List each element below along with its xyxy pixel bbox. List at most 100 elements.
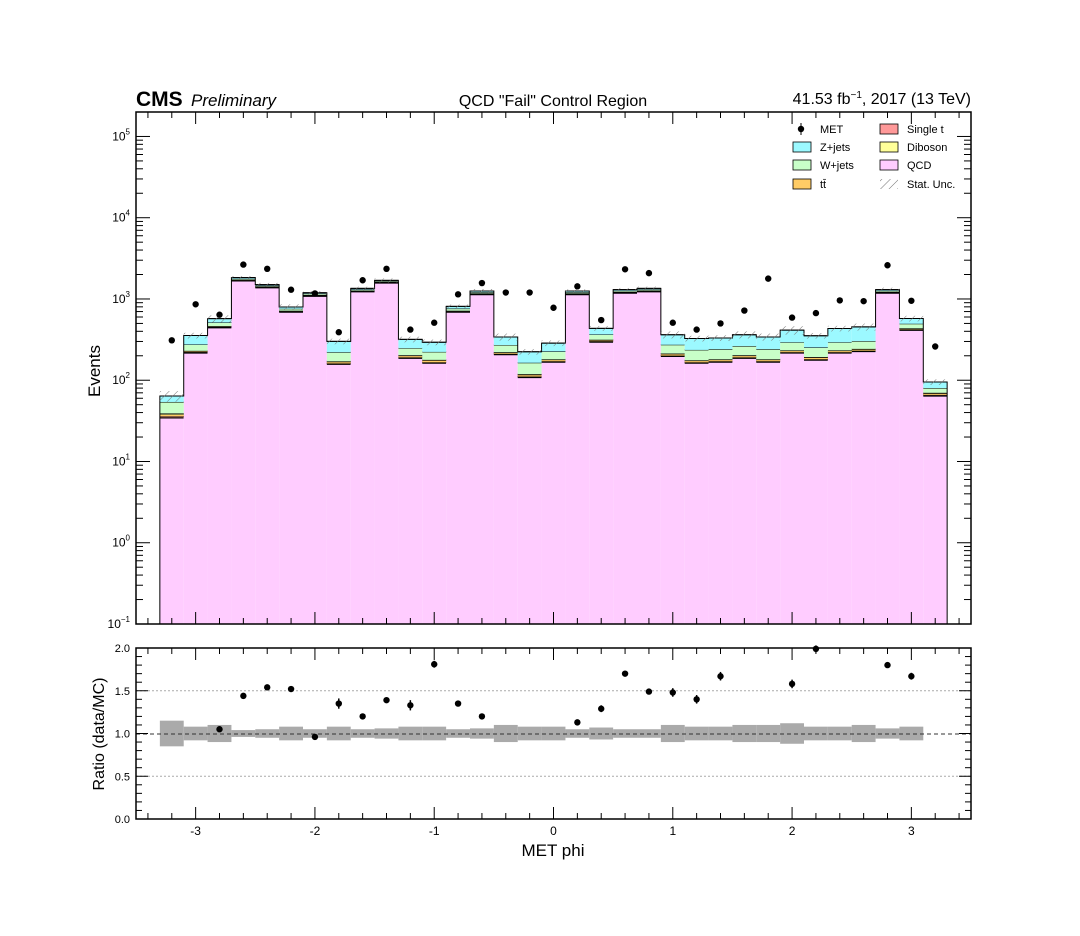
stat-unc-bin bbox=[231, 276, 256, 279]
data-point bbox=[908, 297, 915, 304]
stat-unc-bin bbox=[756, 333, 781, 341]
stat-unc-bin bbox=[684, 335, 709, 342]
bar-zjets bbox=[422, 342, 447, 352]
main-panel: 10−1 100 101 102 103 104 105 Events MET Single … bbox=[85, 111, 972, 631]
ratio-point bbox=[478, 713, 486, 720]
bar-wjets bbox=[231, 278, 256, 280]
data-point bbox=[669, 319, 676, 326]
stat-unc-bin bbox=[851, 323, 876, 331]
ratio-point bbox=[717, 673, 724, 680]
bar-ttbar bbox=[493, 352, 518, 354]
ratio-points bbox=[216, 645, 915, 741]
stat-unc-bin bbox=[637, 286, 661, 291]
ratio-point bbox=[788, 680, 796, 688]
bar-ttbar bbox=[732, 355, 757, 358]
bar-zjets bbox=[493, 336, 518, 346]
ratio-point bbox=[407, 702, 414, 709]
legend-label: Stat. Unc. bbox=[907, 179, 955, 191]
legend-item-diboson: Diboson bbox=[879, 141, 947, 154]
data-point bbox=[788, 314, 796, 321]
bar-qcd bbox=[517, 376, 542, 624]
legend-swatch bbox=[879, 141, 899, 153]
bar-wjets bbox=[708, 349, 733, 360]
x-tick-label: -3 bbox=[190, 824, 201, 838]
stat-unc-bin bbox=[422, 339, 447, 346]
bar-wjets bbox=[422, 351, 447, 360]
bar-qcd bbox=[374, 282, 399, 624]
legend-label: tt̄ bbox=[820, 179, 826, 191]
legend: MET Single t Z+jets Diboson W+jets QCD tt̄ Stat… bbox=[792, 123, 955, 191]
data-point bbox=[526, 289, 533, 296]
x-tick-label: 1 bbox=[669, 824, 676, 838]
legend-label: QCD bbox=[907, 160, 932, 172]
stat-unc-bin bbox=[875, 287, 900, 292]
bar-qcd bbox=[708, 361, 733, 624]
data-point bbox=[884, 262, 891, 269]
stat-unc-bin bbox=[374, 278, 399, 283]
bar-wjets bbox=[183, 344, 208, 351]
ratio-point bbox=[383, 696, 390, 704]
ratio-point bbox=[454, 700, 462, 707]
data-point bbox=[454, 291, 462, 298]
data-point bbox=[717, 320, 724, 327]
ratio-band-bin bbox=[732, 724, 757, 743]
ratio-y-axis-label: Ratio (data/MC) bbox=[91, 678, 108, 791]
ratio-point bbox=[359, 713, 366, 720]
data-point bbox=[836, 297, 843, 304]
ratio-band-bin bbox=[422, 726, 447, 741]
stat-unc-bin bbox=[565, 289, 590, 293]
bar-qcd bbox=[326, 363, 351, 624]
ratio-point bbox=[645, 688, 653, 695]
stat-unc-bin bbox=[207, 315, 232, 323]
ratio-point bbox=[621, 670, 629, 677]
legend-label: Single t bbox=[907, 124, 944, 136]
x-tick-label: -1 bbox=[429, 824, 440, 838]
data-point bbox=[311, 290, 319, 297]
bar-wjets bbox=[899, 323, 924, 329]
bar-wjets bbox=[517, 362, 542, 375]
ratio-point bbox=[264, 684, 271, 691]
bar-qcd bbox=[613, 292, 637, 624]
stat-unc-bin bbox=[827, 325, 852, 332]
legend-item-qcd: QCD bbox=[879, 159, 932, 172]
data-point bbox=[383, 265, 390, 273]
bar-qcd bbox=[303, 295, 327, 624]
ratio-y-tick-label: 1.5 bbox=[115, 686, 130, 698]
data-point bbox=[598, 316, 605, 324]
legend-item-ttbar: tt̄ bbox=[792, 178, 826, 191]
stat-unc-bin bbox=[279, 304, 303, 310]
bar-qcd bbox=[446, 311, 470, 624]
bar-wjets bbox=[804, 347, 828, 358]
data-point bbox=[765, 275, 772, 282]
data-point bbox=[359, 277, 366, 284]
bar-qcd bbox=[589, 341, 614, 624]
bar-wjets bbox=[923, 388, 948, 393]
bar-qcd bbox=[470, 294, 494, 624]
ratio-band-bin bbox=[493, 724, 518, 743]
experiment-label: CMS bbox=[136, 88, 183, 111]
ratio-grid bbox=[136, 690, 971, 777]
plot-title: QCD "Fail" Control Region bbox=[459, 93, 647, 110]
stat-unc-bin bbox=[899, 315, 924, 322]
legend-item-zjets: Z+jets bbox=[792, 141, 851, 154]
stat-unc-bin bbox=[493, 333, 518, 341]
x-tick-label: 2 bbox=[789, 824, 796, 838]
bar-zjets bbox=[827, 328, 852, 343]
x-axis-label: MET phi bbox=[522, 841, 585, 860]
lumi-value: 41.53 fb bbox=[793, 91, 851, 108]
x-tick-label: 3 bbox=[908, 824, 915, 838]
stat-unc-bin bbox=[732, 331, 757, 339]
y-tick-label: 100 bbox=[112, 534, 130, 550]
ratio-band-bin bbox=[899, 726, 924, 741]
bar-wjets bbox=[851, 341, 876, 349]
bar-qcd bbox=[207, 327, 232, 624]
y-tick-label: 101 bbox=[112, 452, 130, 468]
bar-qcd bbox=[804, 359, 828, 624]
bar-wjets bbox=[398, 348, 423, 356]
bar-zjets bbox=[326, 341, 351, 353]
y-tick-label: 102 bbox=[112, 371, 130, 387]
ratio-point bbox=[311, 733, 319, 741]
legend-item-data: MET bbox=[797, 123, 844, 136]
data-point bbox=[574, 283, 581, 290]
